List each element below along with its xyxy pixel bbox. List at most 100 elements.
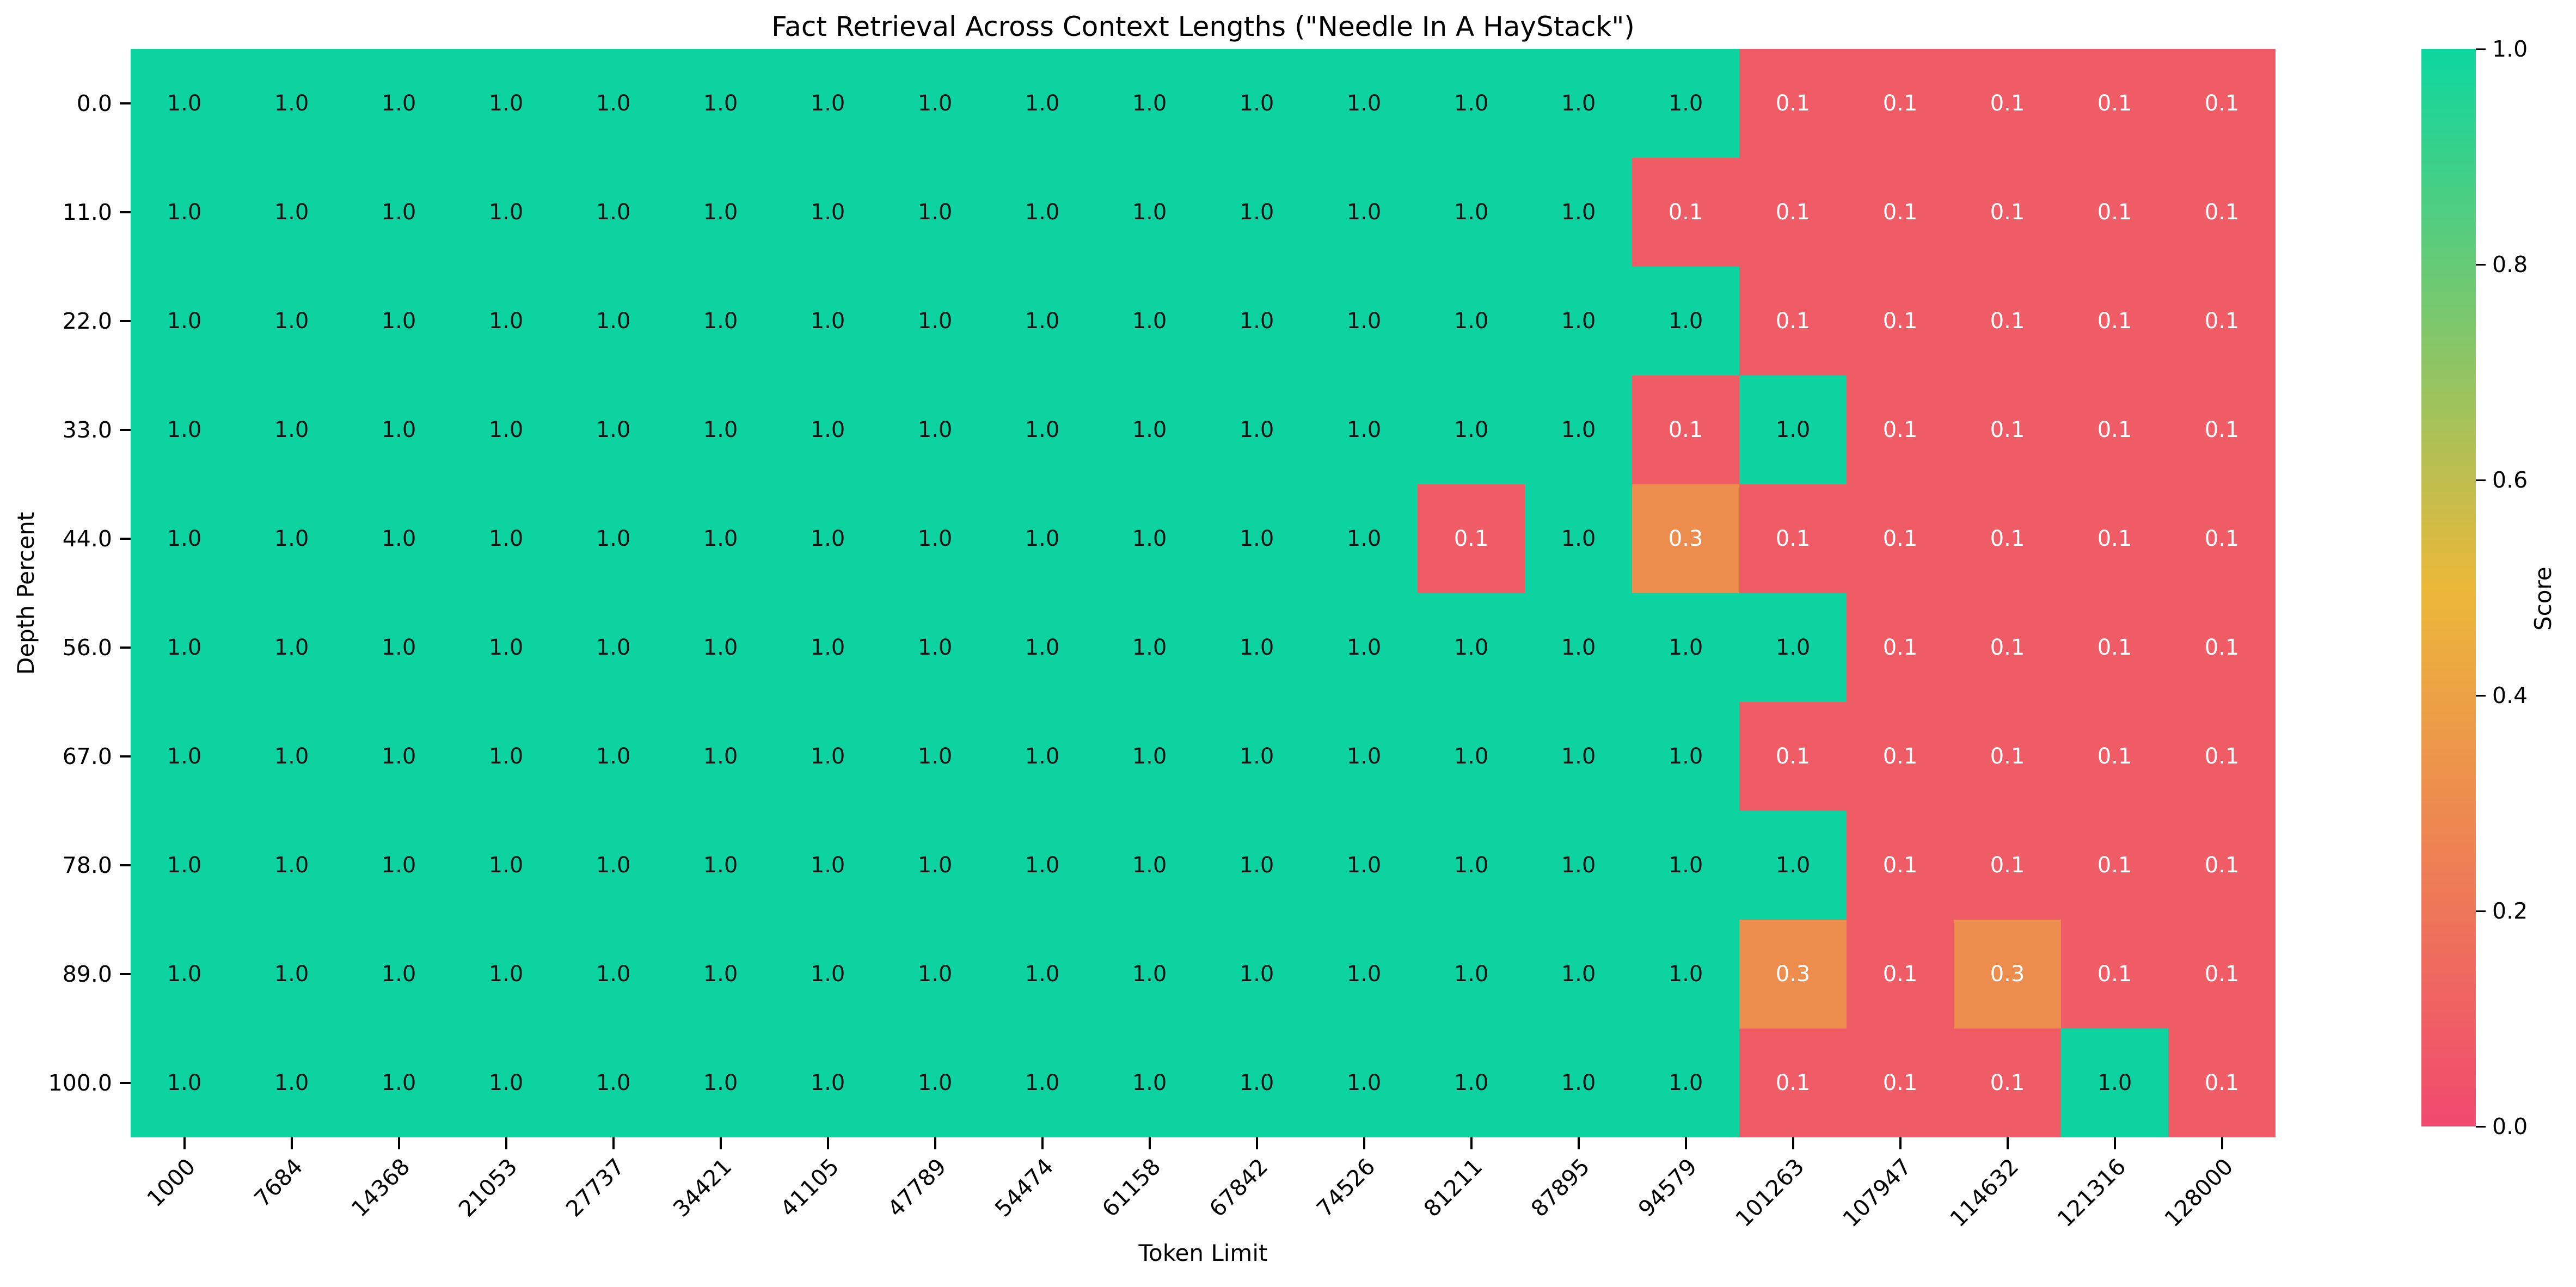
y-tick-mark xyxy=(120,320,131,322)
heatmap-cell: 0.1 xyxy=(1847,158,1954,267)
heatmap-cell: 0.1 xyxy=(2168,811,2276,920)
heatmap-cell: 1.0 xyxy=(131,920,238,1029)
heatmap-cell: 0.1 xyxy=(1954,267,2061,375)
x-tick-mark xyxy=(1148,1137,1151,1149)
heatmap-cell: 1.0 xyxy=(238,158,345,267)
heatmap-cell: 1.0 xyxy=(1203,920,1310,1029)
heatmap-cell: 0.1 xyxy=(1847,267,1954,375)
x-tick-mark xyxy=(612,1137,615,1149)
heatmap-cell: 1.0 xyxy=(131,593,238,702)
heatmap-cell: 1.0 xyxy=(667,1029,774,1137)
x-tick-mark xyxy=(505,1137,507,1149)
y-tick-mark xyxy=(120,211,131,213)
colorbar-tick-mark xyxy=(2476,1125,2486,1128)
heatmap-cell: 1.0 xyxy=(345,158,452,267)
heatmap-cell: 0.1 xyxy=(1739,1029,1847,1137)
heatmap-cell: 1.0 xyxy=(345,375,452,484)
y-tick-mark xyxy=(120,102,131,104)
heatmap-cell: 1.0 xyxy=(1525,1029,1632,1137)
heatmap-cell: 1.0 xyxy=(1203,702,1310,811)
x-tick-mark xyxy=(1899,1137,1902,1149)
heatmap-cell: 1.0 xyxy=(452,920,560,1029)
heatmap-cell: 1.0 xyxy=(131,267,238,375)
heatmap-cell: 1.0 xyxy=(1203,375,1310,484)
heatmap-cell: 1.0 xyxy=(881,484,989,593)
heatmap-cell: 0.1 xyxy=(2168,267,2276,375)
heatmap-cell: 1.0 xyxy=(131,1029,238,1137)
heatmap-cell: 1.0 xyxy=(345,49,452,158)
heatmap-cell: 1.0 xyxy=(560,1029,667,1137)
heatmap-cell: 1.0 xyxy=(989,267,1096,375)
heatmap-cell: 1.0 xyxy=(774,49,881,158)
x-tick-mark xyxy=(1041,1137,1044,1149)
heatmap-cell: 1.0 xyxy=(1203,593,1310,702)
heatmap-cell: 1.0 xyxy=(989,49,1096,158)
heatmap-cell: 0.1 xyxy=(2061,158,2168,267)
y-tick-label: 0.0 xyxy=(76,90,112,116)
heatmap-cell: 1.0 xyxy=(1632,702,1739,811)
heatmap-cell: 1.0 xyxy=(238,702,345,811)
heatmap-cell: 1.0 xyxy=(1203,484,1310,593)
heatmap-cell: 1.0 xyxy=(1096,375,1203,484)
x-tick-mark xyxy=(183,1137,186,1149)
heatmap-cell: 1.0 xyxy=(1418,920,1525,1029)
heatmap-cell: 1.0 xyxy=(345,593,452,702)
heatmap-cell: 1.0 xyxy=(1310,920,1418,1029)
colorbar-gradient xyxy=(2421,49,2476,1126)
y-tick-label: 11.0 xyxy=(62,199,112,225)
x-tick-mark xyxy=(826,1137,829,1149)
heatmap-cell: 1.0 xyxy=(452,593,560,702)
heatmap-cell: 1.0 xyxy=(1525,811,1632,920)
heatmap-cell: 0.1 xyxy=(1954,484,2061,593)
heatmap-cell: 0.1 xyxy=(2061,267,2168,375)
heatmap-cell: 1.0 xyxy=(774,920,881,1029)
heatmap-cell: 1.0 xyxy=(1310,593,1418,702)
heatmap-cell: 1.0 xyxy=(1632,920,1739,1029)
x-axis-label: Token Limit xyxy=(1138,1240,1268,1266)
y-tick-label: 56.0 xyxy=(62,635,112,661)
heatmap-cell: 1.0 xyxy=(667,593,774,702)
heatmap-cell: 1.0 xyxy=(1096,49,1203,158)
heatmap-cell: 1.0 xyxy=(560,267,667,375)
heatmap-cell: 1.0 xyxy=(1632,49,1739,158)
heatmap-cell: 0.1 xyxy=(1847,49,1954,158)
heatmap-cell: 1.0 xyxy=(452,158,560,267)
heatmap-cell: 1.0 xyxy=(1203,158,1310,267)
heatmap-cell: 1.0 xyxy=(881,1029,989,1137)
heatmap-cell: 1.0 xyxy=(774,158,881,267)
heatmap-cell: 1.0 xyxy=(989,702,1096,811)
x-tick-mark xyxy=(2221,1137,2223,1149)
heatmap-cell: 0.1 xyxy=(1739,702,1847,811)
heatmap-cell: 1.0 xyxy=(774,593,881,702)
heatmap-cell: 1.0 xyxy=(1418,811,1525,920)
heatmap-cell: 0.3 xyxy=(1632,484,1739,593)
heatmap-cell: 0.1 xyxy=(2061,49,2168,158)
heatmap-cell: 1.0 xyxy=(667,811,774,920)
heatmap-cell: 1.0 xyxy=(238,811,345,920)
heatmap-cell: 0.1 xyxy=(1739,49,1847,158)
heatmap-cell: 1.0 xyxy=(452,375,560,484)
heatmap-cell: 0.1 xyxy=(1847,484,1954,593)
heatmap-cell: 0.1 xyxy=(1632,158,1739,267)
heatmap-cell: 1.0 xyxy=(881,920,989,1029)
heatmap-cell: 1.0 xyxy=(1739,811,1847,920)
x-tick-mark xyxy=(397,1137,400,1149)
heatmap-cell: 1.0 xyxy=(1203,811,1310,920)
heatmap-cell: 1.0 xyxy=(1310,484,1418,593)
heatmap-cell: 1.0 xyxy=(1203,1029,1310,1137)
heatmap-cell: 1.0 xyxy=(1739,375,1847,484)
heatmap-cell: 0.1 xyxy=(2168,593,2276,702)
heatmap-cell: 1.0 xyxy=(345,920,452,1029)
colorbar-tick-mark xyxy=(2476,479,2486,481)
x-tick-mark xyxy=(1363,1137,1365,1149)
y-tick-mark xyxy=(120,1082,131,1084)
heatmap-cell: 1.0 xyxy=(989,811,1096,920)
heatmap-cell: 0.1 xyxy=(1847,375,1954,484)
heatmap-cell: 1.0 xyxy=(667,484,774,593)
heatmap-cell: 0.1 xyxy=(1847,920,1954,1029)
heatmap-cell: 1.0 xyxy=(1525,267,1632,375)
heatmap-cell: 1.0 xyxy=(1310,158,1418,267)
heatmap-cell: 0.1 xyxy=(2168,158,2276,267)
heatmap-cell: 1.0 xyxy=(1096,158,1203,267)
heatmap-cell: 1.0 xyxy=(238,484,345,593)
